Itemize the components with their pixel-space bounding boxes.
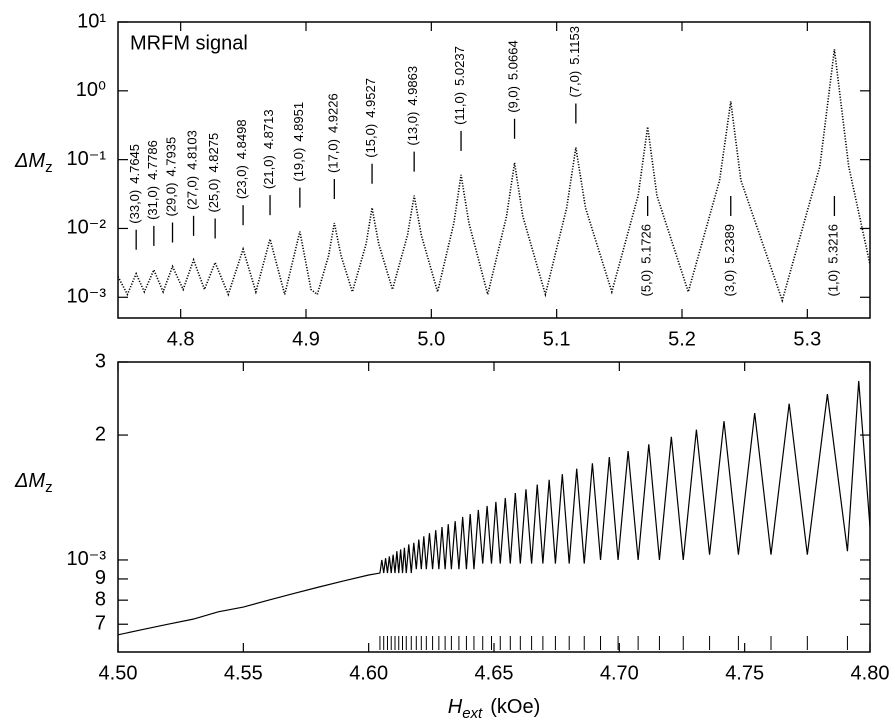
x-tick-label: 4.9 xyxy=(292,328,320,350)
x-tick-label: 5.2 xyxy=(668,328,696,350)
x-tick-label: 5.3 xyxy=(793,328,821,350)
mode-index: (27,0) xyxy=(185,176,200,210)
mode-annotation: (33,0) 4.7645 xyxy=(128,144,143,224)
mode-index: (7,0) xyxy=(567,71,582,98)
x-tick-label: 4.60 xyxy=(349,662,388,684)
mode-annotation: (21,0) 4.8713 xyxy=(261,109,276,189)
mode-index: (21,0) xyxy=(261,155,276,189)
mode-annotation: (31,0) 4.7786 xyxy=(145,140,160,220)
x-label-sub: ext xyxy=(462,705,483,722)
mode-field: 4.9863 xyxy=(406,66,421,106)
mode-index: (25,0) xyxy=(207,179,222,213)
signal-line xyxy=(118,380,870,636)
x-tick-label: 4.75 xyxy=(725,662,764,684)
panel-label: MRFM signal xyxy=(130,32,248,54)
mode-annotation: (23,0) 4.8498 xyxy=(235,119,250,199)
mode-index: (3,0) xyxy=(722,270,737,297)
mode-field: 5.1153 xyxy=(567,26,582,65)
mode-index: (23,0) xyxy=(235,165,250,199)
y-label-sub: z xyxy=(45,479,53,496)
mode-field: 5.0664 xyxy=(506,40,521,80)
mode-annotation: (5,0) 5.1726 xyxy=(639,224,654,297)
y-axis-label: ΔMz xyxy=(14,470,53,496)
mode-index: (29,0) xyxy=(164,183,179,217)
mode-annotation: (25,0) 4.8275 xyxy=(207,133,222,213)
mode-field: 4.7645 xyxy=(128,144,143,184)
mode-index: (9,0) xyxy=(506,86,521,113)
mode-index: (33,0) xyxy=(128,190,143,224)
x-label-unit: (kOe) xyxy=(490,696,540,718)
mode-index: (19,0) xyxy=(291,148,306,182)
mode-index: (17,0) xyxy=(326,139,341,173)
mode-annotation: (3,0) 5.2389 xyxy=(722,224,737,297)
plot-frame xyxy=(117,361,871,653)
mode-index: (1,0) xyxy=(826,270,841,297)
mode-field: 4.8103 xyxy=(185,130,200,170)
mode-annotation: (27,0) 4.8103 xyxy=(185,130,200,210)
mode-field: 4.7935 xyxy=(164,137,179,177)
x-tick-label: 5.1 xyxy=(543,328,571,350)
y-axis-label: ΔMz xyxy=(14,150,53,176)
mode-field: 4.7786 xyxy=(145,140,160,180)
mode-field: 4.9226 xyxy=(326,93,341,133)
y-tick-label: 10⁻³ xyxy=(67,548,107,570)
mode-annotation: (1,0) 5.3216 xyxy=(826,224,841,297)
mode-annotation: (17,0) 4.9226 xyxy=(326,93,341,173)
mode-annotation: (13,0) 4.9863 xyxy=(406,66,421,146)
mode-index: (11,0) xyxy=(452,92,467,125)
x-tick-label: 4.50 xyxy=(99,662,138,684)
mode-field: 4.8951 xyxy=(291,102,306,142)
mode-annotation: (19,0) 4.8951 xyxy=(291,102,306,182)
y-label-sub: z xyxy=(45,159,53,176)
mode-annotation: (15,0) 4.9527 xyxy=(363,78,378,158)
x-tick-label: 4.65 xyxy=(475,662,514,684)
x-tick-label: 5.0 xyxy=(417,328,445,350)
x-label-main: H xyxy=(448,696,463,718)
x-tick-label: 4.80 xyxy=(851,662,890,684)
mode-field: 4.9527 xyxy=(363,78,378,118)
mode-annotation: (7,0) 5.1153 xyxy=(567,26,582,98)
y-tick-label: 9 xyxy=(95,567,106,589)
y-label-main: ΔM xyxy=(14,150,45,172)
y-tick-label: 7 xyxy=(95,613,106,635)
x-tick-label: 4.55 xyxy=(224,662,263,684)
x-axis-label: Hext (kOe) xyxy=(448,696,540,722)
y-tick-label: 10⁰ xyxy=(76,79,106,101)
x-tick-label: 4.70 xyxy=(600,662,639,684)
y-tick-label: 3 xyxy=(95,350,106,372)
mode-annotation: (11,0) 5.0237 xyxy=(452,46,467,125)
y-label-main: ΔM xyxy=(14,470,45,492)
y-tick-label: 10⁻¹ xyxy=(67,148,107,170)
mode-index: (5,0) xyxy=(639,270,654,297)
mode-field: 5.1726 xyxy=(639,224,654,264)
plot-frame xyxy=(117,21,871,319)
mode-field: 4.8498 xyxy=(235,119,250,159)
mode-field: 5.0237 xyxy=(452,46,467,86)
signal-line xyxy=(118,49,870,304)
y-tick-label: 10⁻² xyxy=(67,217,107,239)
mode-index: (13,0) xyxy=(406,112,421,146)
mode-field: 5.2389 xyxy=(722,224,737,264)
mode-field: 5.3216 xyxy=(826,224,841,264)
mode-annotation: (29,0) 4.7935 xyxy=(164,137,179,217)
mode-field: 4.8713 xyxy=(261,109,276,149)
y-tick-label: 10⁻³ xyxy=(67,286,107,308)
y-tick-label: 10¹ xyxy=(77,10,106,32)
mode-field: 4.8275 xyxy=(207,133,222,173)
mode-index: (31,0) xyxy=(145,186,160,220)
y-tick-label: 8 xyxy=(95,588,106,610)
mode-index: (15,0) xyxy=(363,124,378,158)
x-tick-label: 4.8 xyxy=(167,328,195,350)
y-tick-label: 2 xyxy=(95,423,106,445)
mode-annotation: (9,0) 5.0664 xyxy=(506,40,521,113)
